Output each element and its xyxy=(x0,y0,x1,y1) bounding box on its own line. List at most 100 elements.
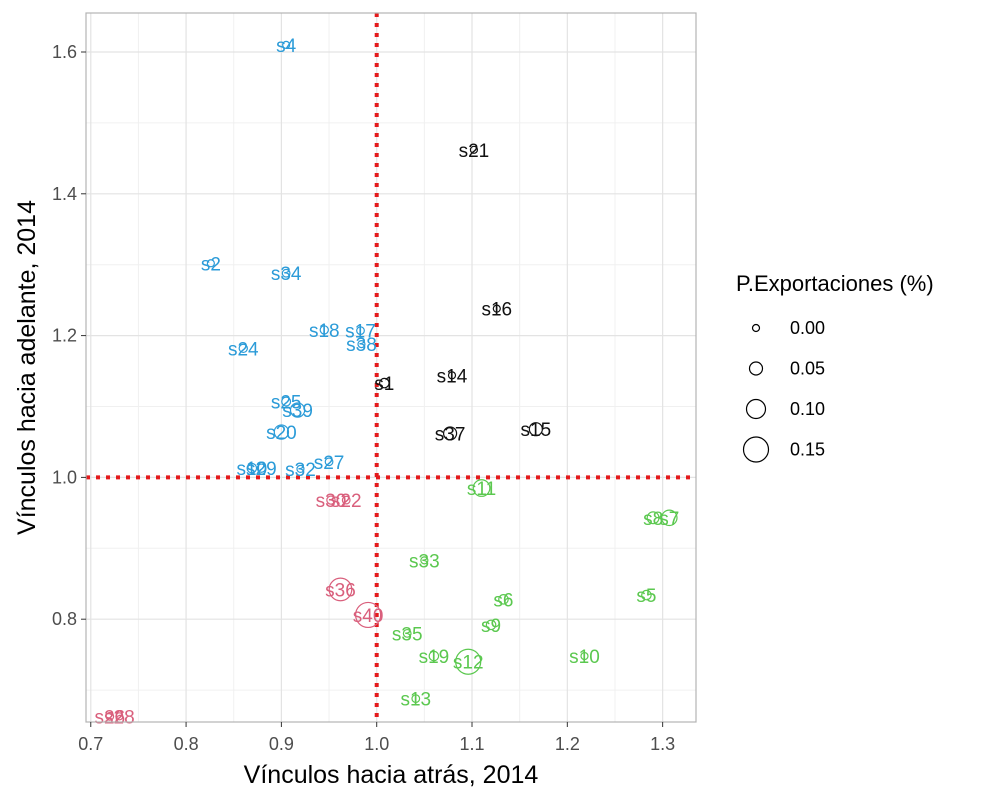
x-tick-label: 1.3 xyxy=(650,734,675,754)
point-label: s24 xyxy=(228,339,259,360)
point-marker xyxy=(485,619,497,631)
point-label: s36 xyxy=(325,580,356,601)
point-marker xyxy=(646,511,660,525)
point-label: s4 xyxy=(276,36,297,57)
point-marker xyxy=(455,648,482,675)
point-marker xyxy=(341,495,351,505)
point-label: s28 xyxy=(104,707,135,728)
point-label: s9 xyxy=(481,616,501,637)
point-marker xyxy=(357,340,366,349)
point-label: s5 xyxy=(636,586,656,607)
point-label: s2 xyxy=(201,254,221,275)
point-label: s29 xyxy=(246,459,277,480)
data-point: s22 xyxy=(331,491,362,512)
data-point: s4 xyxy=(276,36,297,57)
point-label: s18 xyxy=(309,321,340,342)
data-point: s11 xyxy=(467,479,496,500)
point-marker xyxy=(492,304,501,313)
point-label: s10 xyxy=(569,647,600,668)
point-marker xyxy=(324,457,334,467)
point-marker xyxy=(105,711,115,721)
data-point: s21 xyxy=(459,141,490,162)
data-point: s12 xyxy=(453,648,484,675)
point-label: s21 xyxy=(459,141,490,162)
point-marker xyxy=(472,479,491,497)
point-label: s32 xyxy=(285,460,316,481)
legend-key-circle xyxy=(745,398,767,420)
data-point: s14 xyxy=(437,366,468,387)
point-label: s6 xyxy=(493,590,513,611)
data-point: s7 xyxy=(659,509,679,530)
point-marker xyxy=(115,712,124,721)
data-point: s38 xyxy=(346,335,377,356)
point-marker xyxy=(469,145,479,154)
y-tick-label: 0.8 xyxy=(52,609,77,629)
point-label: s39 xyxy=(282,401,313,422)
point-label: s13 xyxy=(400,690,431,711)
data-point: s10 xyxy=(569,647,600,668)
y-axis-title: Vínculos hacia adelante, 2014 xyxy=(13,200,41,535)
data-point: s16 xyxy=(481,300,512,321)
point-label: s16 xyxy=(481,300,512,321)
point-label: s14 xyxy=(437,366,468,387)
point-marker xyxy=(238,343,248,354)
data-point: s15 xyxy=(521,420,552,441)
point-marker xyxy=(420,556,429,565)
point-marker xyxy=(256,463,267,473)
data-point: s36 xyxy=(325,577,356,602)
point-marker xyxy=(442,426,458,441)
point-label: s19 xyxy=(419,647,450,668)
data-point: s35 xyxy=(392,624,423,645)
point-marker xyxy=(379,377,390,389)
point-label: s27 xyxy=(314,453,345,474)
legend-key-circle xyxy=(742,436,770,463)
data-point: s6 xyxy=(493,590,513,611)
data-point: s39 xyxy=(282,401,313,422)
point-marker xyxy=(281,396,292,407)
data-point: s34 xyxy=(271,264,302,285)
point-marker xyxy=(356,326,365,336)
data-point: s32 xyxy=(285,460,316,481)
point-marker xyxy=(326,495,336,505)
point-marker xyxy=(246,462,258,474)
data-point: s26 xyxy=(95,707,126,728)
point-marker xyxy=(402,628,412,638)
data-point: s24 xyxy=(228,339,259,360)
point-label: s8 xyxy=(643,509,663,530)
y-tick-label: 1.4 xyxy=(52,184,77,204)
data-point: s37 xyxy=(435,424,466,445)
data-point: s2 xyxy=(201,254,221,275)
x-tick-label: 0.9 xyxy=(269,734,294,754)
x-tick-label: 0.8 xyxy=(174,734,199,754)
legend-key-label: 0.15 xyxy=(790,440,825,460)
plot-panel-border xyxy=(85,12,697,723)
point-marker xyxy=(641,589,652,601)
point-marker xyxy=(580,651,589,661)
point-marker xyxy=(447,371,457,380)
point-marker xyxy=(319,325,329,335)
data-point: s30 xyxy=(316,491,347,512)
data-point: s1 xyxy=(374,374,394,395)
size-legend: P.Exportaciones (%) 0.00 0.05 0.10 0.15 xyxy=(736,271,934,463)
data-point: s19 xyxy=(419,647,450,668)
legend-key-label: 0.00 xyxy=(790,318,825,338)
data-point: s33 xyxy=(409,551,440,572)
point-label: s15 xyxy=(521,420,552,441)
point-marker xyxy=(289,402,306,418)
y-tick-label: 1.6 xyxy=(52,42,77,62)
data-point: s20 xyxy=(266,423,297,444)
point-marker xyxy=(328,577,353,602)
data-point: s29 xyxy=(246,459,277,480)
legend-key-circle xyxy=(751,323,761,333)
data-point: s40 xyxy=(353,601,383,629)
x-tick-label: 0.7 xyxy=(78,734,103,754)
point-label: s38 xyxy=(346,335,377,356)
point-marker xyxy=(411,694,421,704)
data-point: s8 xyxy=(643,509,663,530)
point-label: s34 xyxy=(271,264,302,285)
grid-layer xyxy=(86,13,696,722)
